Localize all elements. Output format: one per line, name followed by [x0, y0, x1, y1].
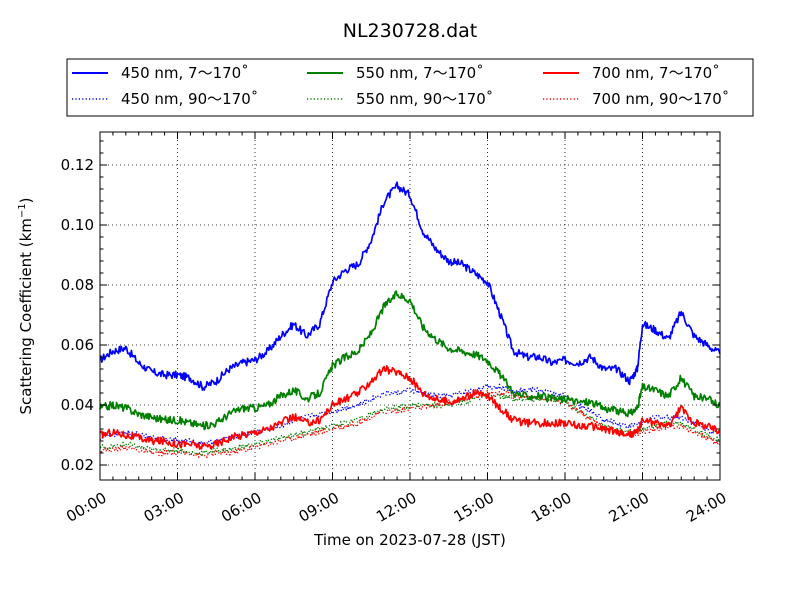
x-axis-label: Time on 2023-07-28 (JST): [313, 531, 506, 549]
chart-title: NL230728.dat: [343, 20, 478, 42]
x-tick-label: 09:00: [296, 489, 342, 526]
y-tick-label: 0.08: [61, 276, 94, 294]
y-tick-label: 0.10: [61, 216, 94, 234]
series-line-4: [99, 365, 721, 450]
y-tick-label: 0.04: [61, 396, 94, 414]
x-tick-label: 15:00: [451, 489, 497, 526]
series-layer: [99, 181, 721, 459]
x-tick-label: 00:00: [63, 489, 109, 526]
x-tick-label: 21:00: [606, 489, 652, 526]
series-line-2: [99, 290, 721, 431]
legend-label-1: 450 nm, 90～170˚: [121, 90, 258, 108]
x-tick-label: 24:00: [683, 489, 729, 526]
legend-label-2: 550 nm, 7～170˚: [356, 64, 484, 82]
y-tick-label: 0.06: [61, 336, 94, 354]
x-tick-label: 18:00: [528, 489, 574, 526]
legend-label-4: 700 nm, 7～170˚: [592, 64, 720, 82]
y-axis-label-sup: −1: [17, 203, 28, 218]
legend: 450 nm, 7～170˚ 450 nm, 90～170˚ 550 nm, 7～1…: [66, 58, 754, 117]
legend-label-3: 550 nm, 90～170˚: [356, 90, 493, 108]
series-line-0: [99, 181, 721, 391]
x-tick-labels: 00:00 03:00 06:00 09:00 12:00 15:00 18:00 21:00…: [63, 489, 729, 526]
y-tick-label: 0.12: [61, 156, 94, 174]
x-tick-label: 12:00: [373, 489, 419, 526]
y-axis-label-main: Scattering Coefficient (km: [17, 218, 35, 414]
y-tick-label: 0.02: [61, 456, 94, 474]
ticks: [99, 132, 721, 480]
legend-label-0: 450 nm, 7～170˚: [121, 64, 249, 82]
legend-box: [66, 58, 754, 117]
x-tick-label: 03:00: [141, 489, 187, 526]
y-axis-label: Scattering Coefficient (km−1): [17, 197, 35, 414]
grid: [100, 132, 720, 480]
y-tick-labels: 0.02 0.04 0.06 0.08 0.10 0.12: [61, 156, 94, 474]
legend-label-5: 700 nm, 90～170˚: [592, 90, 729, 108]
x-tick-label: 06:00: [218, 489, 264, 526]
y-axis-label-close: ): [17, 197, 35, 203]
